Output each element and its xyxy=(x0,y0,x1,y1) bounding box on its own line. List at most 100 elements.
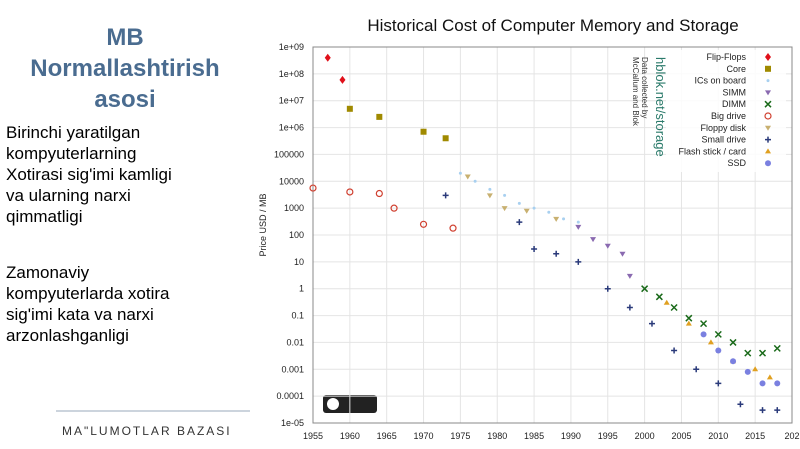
body-text: sig'imi kata va narxi xyxy=(6,305,154,324)
y-axis-label: Price USD / MB xyxy=(258,193,268,256)
y-tick-label: 0.01 xyxy=(286,337,304,347)
footer-text: MA"LUMOTLAR BAZASI xyxy=(62,424,232,438)
point xyxy=(309,184,317,192)
annotation: hblok.net/storage xyxy=(653,57,668,157)
point xyxy=(752,366,759,372)
point xyxy=(442,192,449,199)
annotation: McCallum and Blok xyxy=(631,57,640,127)
point xyxy=(626,273,633,279)
point xyxy=(670,303,678,312)
point xyxy=(516,219,523,226)
point xyxy=(486,193,493,199)
y-tick-label: 1e+06 xyxy=(279,123,304,133)
point xyxy=(663,299,670,305)
x-tick-label: 1960 xyxy=(340,431,360,441)
point xyxy=(390,204,398,212)
point xyxy=(648,320,655,327)
point xyxy=(759,380,766,387)
legend-label: Big drive xyxy=(711,111,746,121)
point xyxy=(707,339,714,345)
point xyxy=(766,374,773,380)
slide-title: asosi xyxy=(94,86,155,113)
y-tick-label: 1e+07 xyxy=(279,96,304,106)
y-tick-label: 10000 xyxy=(279,176,304,186)
point xyxy=(553,216,560,222)
point xyxy=(765,160,771,167)
point xyxy=(324,53,331,62)
slide-title: Normallashtirish xyxy=(30,55,219,82)
point xyxy=(774,380,781,387)
legend-label: Floppy disk xyxy=(700,123,746,133)
point xyxy=(464,174,471,180)
legend-label: Small drive xyxy=(701,135,746,145)
point xyxy=(714,330,722,338)
x-tick-label: 2000 xyxy=(635,431,655,441)
point xyxy=(693,366,700,373)
body-text: qimmatligi xyxy=(6,207,83,226)
y-tick-label: 1e-05 xyxy=(281,418,304,428)
point xyxy=(575,224,582,230)
point xyxy=(671,347,678,354)
legend-label: Flip-Flops xyxy=(706,52,746,62)
x-tick-label: 1985 xyxy=(524,431,544,441)
point xyxy=(765,90,771,96)
body-text: Birinchi yaratilgan xyxy=(6,123,140,142)
legend-label: DIMM xyxy=(722,99,746,109)
point xyxy=(619,251,626,257)
point xyxy=(547,210,551,214)
point xyxy=(449,224,457,232)
point xyxy=(376,113,383,120)
point xyxy=(503,193,507,197)
y-tick-label: 1 xyxy=(299,284,304,294)
point xyxy=(517,201,521,205)
x-tick-label: 1995 xyxy=(598,431,618,441)
point xyxy=(759,407,766,414)
point xyxy=(626,304,633,311)
point xyxy=(765,136,771,143)
plot-frame xyxy=(312,46,793,424)
point xyxy=(729,338,737,346)
point xyxy=(532,206,536,210)
point xyxy=(744,349,752,357)
body-text: Zamonaviy xyxy=(6,263,90,282)
y-tick-label: 0.001 xyxy=(281,364,304,374)
x-tick-label: 1955 xyxy=(303,431,323,441)
y-tick-label: 1e+08 xyxy=(279,69,304,79)
x-tick-label: 1975 xyxy=(450,431,470,441)
point xyxy=(576,220,580,224)
point xyxy=(744,368,751,375)
point xyxy=(655,293,663,301)
point xyxy=(730,358,737,365)
body-text: kompyuterlarda xotira xyxy=(6,284,170,303)
point xyxy=(339,75,346,84)
point xyxy=(604,285,611,292)
point xyxy=(766,79,770,83)
point xyxy=(765,148,771,154)
y-tick-label: 1000 xyxy=(284,203,304,213)
x-tick-label: 1970 xyxy=(414,431,434,441)
point xyxy=(765,65,771,72)
body-text: arzonlashganligi xyxy=(6,326,129,345)
x-tick-label: 1990 xyxy=(561,431,581,441)
point xyxy=(715,380,722,387)
point xyxy=(764,112,772,120)
x-tick-label: 2015 xyxy=(745,431,765,441)
point xyxy=(562,217,566,221)
legend-label: SSD xyxy=(727,158,746,168)
point xyxy=(773,344,781,352)
x-tick-label: 1965 xyxy=(377,431,397,441)
point xyxy=(523,208,530,214)
cc-icon xyxy=(327,398,339,410)
point xyxy=(765,125,771,131)
point xyxy=(737,401,744,408)
x-tick-label: 2010 xyxy=(708,431,728,441)
x-tick-label: 2005 xyxy=(671,431,691,441)
point xyxy=(604,243,611,249)
slide-title: MB xyxy=(106,24,143,51)
legend-label: Flash stick / card xyxy=(678,146,746,156)
y-tick-label: 0.1 xyxy=(291,311,304,321)
point xyxy=(758,349,767,357)
point xyxy=(442,135,449,142)
